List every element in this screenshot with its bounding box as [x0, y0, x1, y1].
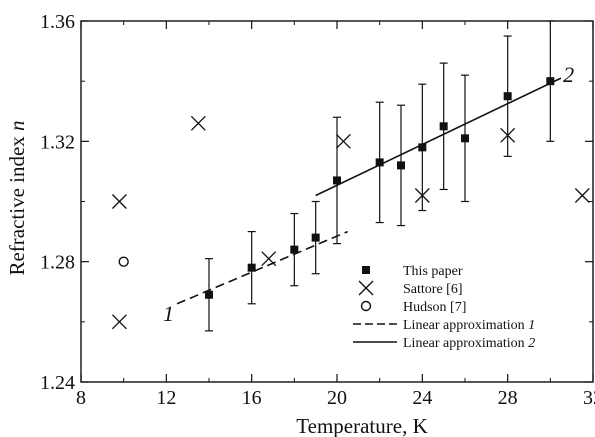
data-point-this-paper — [439, 122, 448, 131]
legend: This paper Sattore [6] Hudson [7] Linear ap… — [353, 264, 535, 351]
y-tick-label: 1.36 — [40, 11, 75, 33]
data-point-this-paper — [311, 233, 320, 242]
cross-stroke — [111, 314, 127, 330]
legend-item: Sattore [6] — [358, 280, 462, 297]
x-tick-label: 12 — [156, 387, 176, 409]
data-point-this-paper — [333, 176, 341, 185]
data-point-sattore — [111, 314, 127, 330]
data-point-this-paper — [375, 158, 384, 167]
y-axis-title-symbol: n — [5, 120, 29, 131]
data-point-this-paper — [503, 92, 512, 101]
legend-label: Linear approximation 2 — [403, 336, 535, 351]
axes-layer: 81216202428321.241.281.321.36 — [40, 11, 595, 409]
legend-item: Hudson [7] — [360, 300, 466, 315]
cross-stroke — [574, 188, 590, 203]
legend-label-text: Hudson [7] — [403, 300, 466, 315]
legend-item: This paper — [362, 264, 463, 279]
data-point-this-paper — [205, 290, 213, 299]
data-point-hudson — [118, 256, 129, 267]
legend-marker-circle — [360, 300, 372, 312]
x-axis-title: Temperature, K — [296, 414, 427, 437]
y-tick-label: 1.28 — [40, 252, 75, 274]
x-tick-label: 32 — [583, 387, 595, 409]
x-tick-label: 8 — [76, 387, 86, 409]
legend-label-text: Linear approximation — [403, 318, 525, 333]
y-tick-label: 1.32 — [40, 131, 75, 153]
data-point-this-paper — [418, 143, 427, 152]
legend-label-number: 1 — [528, 318, 535, 333]
data-point-sattore — [261, 251, 277, 267]
cross-stroke — [261, 251, 277, 267]
legend-label-text: Linear approximation — [403, 336, 525, 351]
cross-stroke — [111, 194, 127, 209]
legend-item: Linear approximation 1 — [353, 318, 535, 333]
y-axis-title: Refractive index n — [5, 120, 29, 275]
y-axis-title-text: Refractive index — [5, 136, 29, 276]
cross-stroke — [335, 133, 351, 149]
x-tick-label: 20 — [327, 387, 347, 409]
legend-label: Linear approximation 1 — [403, 318, 535, 333]
legend-marker-cross — [358, 280, 374, 296]
x-tick-label: 24 — [412, 387, 432, 409]
y-tick-label: 1.24 — [40, 372, 75, 394]
linear-approximation-line-1 — [176, 230, 348, 305]
data-point-this-paper — [290, 245, 299, 254]
cross-stroke — [414, 188, 430, 203]
linear-approximation-line-2 — [315, 77, 562, 197]
legend-label: Hudson [7] — [403, 300, 466, 315]
legend-label-text: Sattore [6] — [403, 282, 462, 297]
legend-item: Linear approximation 2 — [353, 336, 535, 351]
data-point-sattore — [111, 194, 127, 209]
marks-layer — [111, 20, 590, 332]
data-point-sattore — [500, 127, 516, 143]
cross-stroke — [190, 115, 206, 131]
data-point-sattore — [414, 188, 430, 203]
data-point-this-paper — [247, 263, 256, 272]
legend-label: Sattore [6] — [403, 282, 462, 297]
data-point-sattore — [190, 115, 206, 131]
line-label-2: 2 — [563, 62, 574, 87]
data-point-sattore — [574, 188, 590, 203]
legend-label-text: This paper — [403, 264, 463, 279]
x-tick-label: 28 — [498, 387, 518, 409]
line-label-1: 1 — [163, 301, 174, 326]
x-tick-label: 16 — [242, 387, 262, 409]
data-point-this-paper — [397, 161, 405, 170]
data-point-sattore — [335, 133, 351, 149]
legend-marker-square — [362, 266, 370, 274]
data-point-this-paper — [461, 134, 469, 143]
data-point-this-paper — [546, 77, 555, 86]
cross-stroke — [500, 127, 516, 143]
legend-label-number: 2 — [528, 336, 535, 351]
legend-label: This paper — [403, 264, 463, 279]
cross-stroke — [358, 280, 374, 296]
